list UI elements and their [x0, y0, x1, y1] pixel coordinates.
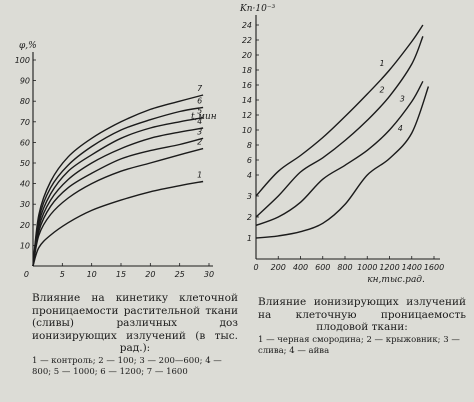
left-series-label-5: 5 [197, 107, 202, 116]
right-y-tick-label: 22 [242, 36, 252, 45]
right-y-axis-title: Kп·10⁻³ [239, 4, 276, 14]
right-x-tick-label: 600 [315, 263, 330, 272]
left-x-tick-label: 30 [204, 270, 214, 279]
left-y-tick-label: 50 [20, 159, 30, 168]
right-y-tick-label: 16 [242, 81, 252, 90]
left-x-axis-title: t,мин [191, 112, 217, 122]
left-caption-legend: 1 — контроль; 2 — 100; 3 — 200—600; 4 — … [32, 355, 222, 377]
right-y-tick-label: 10 [242, 126, 252, 135]
right-series-label-4: 4 [398, 124, 403, 133]
right-series-label-1: 1 [380, 59, 385, 68]
right-y-tick-label: 24 [242, 21, 252, 30]
left-x-tick-label: 15 [116, 270, 126, 279]
right-x-tick-label: 0 [253, 263, 258, 272]
left-y-tick-label: 90 [20, 77, 30, 86]
left-series-line-5 [32, 117, 204, 267]
left-series-label-3: 3 [197, 127, 202, 136]
left-y-tick-label: 70 [20, 118, 30, 127]
left-y-tick-label: 30 [20, 200, 30, 209]
right-series-line-1 [255, 24, 424, 197]
right-y-tick-label: 2 [247, 213, 252, 222]
right-x-tick-label: 800 [337, 263, 352, 272]
left-series-label-7: 7 [197, 84, 203, 93]
left-series-line-2 [32, 147, 204, 267]
right-y-tick-label: 3 [247, 192, 252, 201]
right-x-tick-label: 400 [293, 263, 308, 272]
left-series-label-4: 4 [197, 117, 202, 126]
left-y-tick-label: 40 [20, 180, 30, 189]
left-series-label-1: 1 [197, 171, 202, 180]
right-series-line-4 [255, 86, 430, 239]
right-y-tick-label: 12 [242, 111, 252, 120]
right-y-tick-label: 4 [247, 171, 252, 180]
left-y-tick-label: 10 [20, 241, 30, 250]
left-series-line-3 [32, 137, 204, 267]
left-x-tick-label: 20 [145, 270, 155, 279]
right-caption: Влияние ионизирующих излучений на клеточ… [258, 296, 466, 357]
right-caption-title: Влияние ионизирующих излучений на клеточ… [258, 296, 466, 333]
right-series-label-3: 3 [400, 95, 405, 104]
right-caption-legend: 1 — черная смородина; 2 — крыжовник; 3 —… [258, 334, 460, 356]
right-y-tick-label: 20 [242, 51, 252, 60]
left-y-tick-label: 100 [15, 56, 30, 65]
right-series-line-2 [255, 36, 424, 218]
right-x-tick-label: 1000 [357, 263, 377, 272]
right-x-tick-label: 1400 [402, 263, 422, 272]
left-series-line-4 [32, 127, 204, 267]
right-x-tick-label: 1200 [379, 263, 399, 272]
right-x-tick-label: 1600 [424, 263, 444, 272]
left-x-tick-label: 25 [175, 270, 185, 279]
right-y-tick-label: 6 [247, 156, 252, 165]
left-series-line-6 [32, 106, 204, 267]
right-series-label-2: 2 [380, 85, 385, 94]
left-series-line-1 [32, 180, 204, 267]
left-y-tick-label: 20 [20, 221, 30, 230]
left-caption: Влияние на кинетику клеточной проницаемо… [32, 292, 238, 378]
right-series-line-3 [255, 80, 424, 227]
left-origin-label: 0 [24, 270, 29, 279]
left-x-tick-label: 5 [60, 270, 65, 279]
left-y-axis-title: φ,% [19, 41, 37, 51]
left-y-tick-label: 60 [20, 138, 30, 147]
left-series-line-7 [32, 94, 204, 267]
right-y-tick-label: 14 [242, 96, 252, 105]
right-y-tick-label: 1 [247, 234, 252, 243]
right-y-tick-label: 8 [247, 141, 252, 150]
right-x-tick-label: 200 [271, 263, 286, 272]
left-y-tick-label: 80 [20, 97, 30, 106]
left-series-label-6: 6 [197, 96, 202, 105]
right-y-tick-label: 18 [242, 66, 252, 75]
right-x-axis-title: кн,тыс.рад. [367, 275, 425, 285]
left-x-tick-label: 10 [87, 270, 97, 279]
left-caption-title: Влияние на кинетику клеточной проницаемо… [32, 292, 238, 354]
left-series-label-2: 2 [197, 138, 202, 147]
